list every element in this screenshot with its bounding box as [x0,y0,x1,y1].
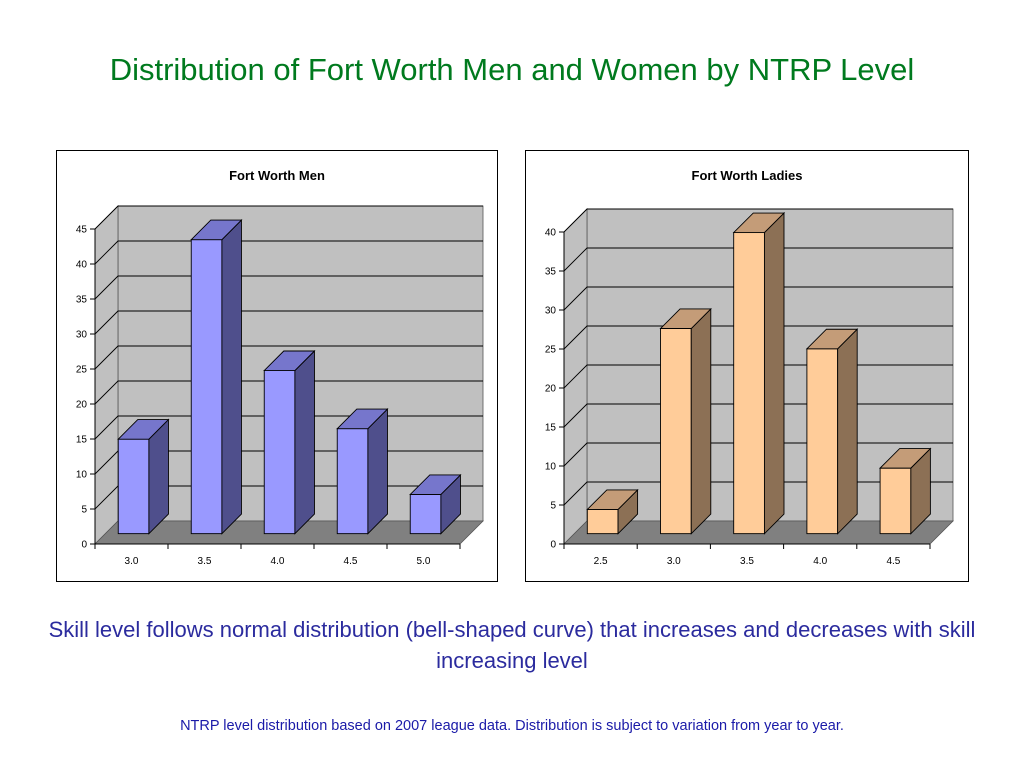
men-y-tick-label: 20 [76,400,88,411]
ladies-bar-side [837,328,858,535]
men-bar-side [294,349,315,535]
men-bar-top [117,419,170,440]
ladies-x-tick-label: 3.0 [667,556,681,567]
men-gridline [94,275,483,300]
slide-footnote: NTRP level distribution based on 2007 le… [180,718,844,734]
men-gridline [94,310,483,335]
men-y-tick-label: 0 [81,540,87,551]
men-gridline [94,345,483,370]
ladies-y-tick-label: 15 [545,423,557,434]
men-chart-title: Fort Worth Men [229,168,325,183]
ladies-bar-top [732,212,786,234]
men-gridline [94,240,483,265]
ladies-bar-top [805,328,859,350]
ladies-y-tick-label: 10 [545,462,557,473]
ladies-y-tick-label: 20 [545,384,557,395]
ladies-bar-front [660,328,692,535]
ladies-chart: Fort Worth Ladies 0 5 10 15 20 25 30 35 40 2.5 3.0 3… [525,150,969,582]
ladies-bar [586,488,639,535]
men-y-tick-label: 40 [76,260,88,271]
slide-title: Distribution of Fort Worth Men and Women… [109,52,915,87]
men-x-tick-label: 4.5 [344,556,358,567]
ladies-bar-front [586,509,619,535]
men-bar-front [263,370,296,535]
men-bar-front [190,239,223,535]
men-y-tick-label: 45 [76,225,88,236]
men-bar-front [409,494,442,535]
ladies-x-tick-label: 4.0 [813,556,827,567]
men-bar [263,349,316,535]
ladies-chart-title: Fort Worth Ladies [692,168,803,183]
ladies-gridline [563,247,953,272]
men-x-tick-label: 3.0 [125,556,139,567]
men-y-tick-label: 30 [76,330,88,341]
men-bar [190,219,243,535]
ladies-bar [879,447,932,535]
men-side-wall [94,205,119,545]
ladies-x-tick-label: 4.5 [886,556,900,567]
men-bar-side [367,408,388,535]
ladies-x-tick-label: 3.5 [740,556,754,567]
men-y-tick-label: 35 [76,295,88,306]
men-bar [409,473,462,535]
ladies-bar-side [763,211,785,535]
ladies-bar-front [806,348,839,535]
men-y-tick-label: 5 [81,505,87,516]
ladies-bar [805,328,859,535]
men-x-tick-label: 4.0 [271,556,285,567]
slide-caption: Skill level follows normal distribution … [48,617,976,673]
men-gridline [94,205,483,230]
ladies-y-tick-label: 35 [545,267,557,278]
ladies-y-tick-label: 40 [545,228,557,239]
men-x-tick-label: 5.0 [417,556,431,567]
ladies-y-tick-label: 0 [550,540,556,551]
men-bar-front [336,428,369,535]
ladies-bar [659,307,712,535]
men-y-tick-label: 10 [76,470,88,481]
ladies-y-tick-label: 5 [550,501,556,512]
men-gridline [94,380,483,405]
men-bar-top [409,474,462,495]
men-bar [117,418,170,535]
men-chart: Fort Worth Men 0 5 10 15 20 25 30 35 40 45 3.0 3.5 4.… [56,150,498,582]
men-bar-front [117,438,150,535]
men-y-tick-label: 15 [76,435,88,446]
ladies-bar-front [879,467,912,535]
ladies-y-tick-label: 30 [545,306,557,317]
ladies-bar-top [659,308,712,329]
ladies-gridline [563,286,953,311]
men-bar-top [336,408,389,430]
men-chart-plot: Fort Worth Men 0 5 10 15 20 25 30 35 40 45 3.0 3.5 4.… [76,168,484,567]
ladies-gridline [563,325,953,350]
ladies-x-tick-label: 2.5 [594,556,608,567]
ladies-gridline [563,208,953,233]
ladies-bar-front [733,232,765,535]
men-bar-side [221,219,242,535]
men-bar-top [190,219,243,241]
men-x-tick-label: 3.5 [198,556,212,567]
ladies-bar-top [586,489,639,510]
ladies-bar [732,211,786,535]
ladies-chart-plot: Fort Worth Ladies 0 5 10 15 20 25 30 35 40 2.5 3.0 3… [545,168,954,567]
ladies-bar-top [879,448,932,469]
men-y-tick-label: 25 [76,365,88,376]
ladies-y-tick-label: 25 [545,345,557,356]
ladies-bar-side [690,307,712,535]
men-bar-top [263,350,316,372]
men-bar [336,408,389,535]
